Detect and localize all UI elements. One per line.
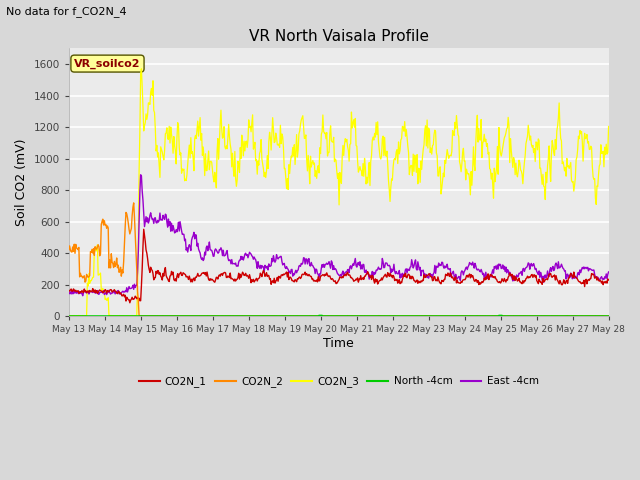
Legend: CO2N_1, CO2N_2, CO2N_3, North -4cm, East -4cm: CO2N_1, CO2N_2, CO2N_3, North -4cm, East… [134, 372, 543, 391]
X-axis label: Time: Time [323, 337, 354, 350]
Text: No data for f_CO2N_4: No data for f_CO2N_4 [6, 6, 127, 17]
Title: VR North Vaisala Profile: VR North Vaisala Profile [249, 29, 429, 44]
Y-axis label: Soil CO2 (mV): Soil CO2 (mV) [15, 139, 28, 226]
Text: VR_soilco2: VR_soilco2 [74, 59, 141, 69]
